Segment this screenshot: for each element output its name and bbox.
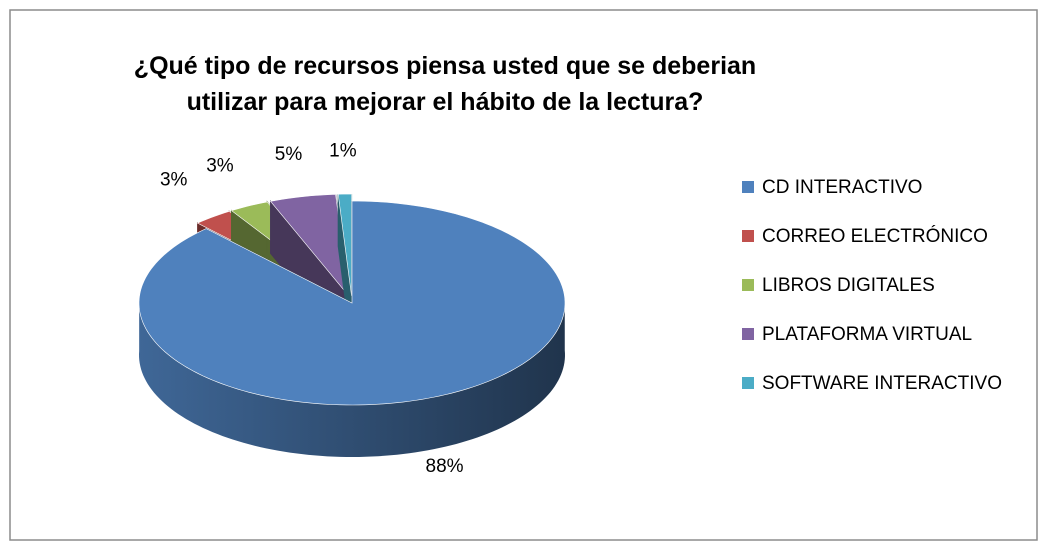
chart-title: ¿Qué tipo de recursos piensa usted que s… (133, 52, 757, 116)
legend-swatch (742, 279, 754, 291)
legend-label: PLATAFORMA VIRTUAL (762, 324, 972, 345)
legend-label: SOFTWARE INTERACTIVO (762, 373, 1002, 394)
legend-label: CORREO ELECTRÓNICO (762, 225, 988, 247)
data-label: 3% (160, 170, 188, 191)
legend-swatch (742, 230, 754, 242)
data-label: 1% (329, 140, 357, 161)
slice-wall (139, 298, 565, 457)
pie: 3% 3% 5% 1% 88% (138, 140, 566, 477)
data-label: 5% (275, 144, 303, 165)
legend-swatch (742, 181, 754, 193)
data-label: 3% (206, 156, 234, 177)
slice (138, 200, 566, 406)
legend-label: LIBROS DIGITALES (762, 275, 935, 296)
slice (337, 193, 352, 297)
legend-swatch (742, 377, 754, 389)
data-label: 88% (426, 456, 464, 477)
slice (269, 194, 350, 298)
legend-swatch (742, 328, 754, 340)
legend-label: CD INTERACTIVO (762, 177, 922, 198)
legend: CD INTERACTIVO CORREO ELECTRÓNICO LIBROS D… (742, 177, 1002, 394)
